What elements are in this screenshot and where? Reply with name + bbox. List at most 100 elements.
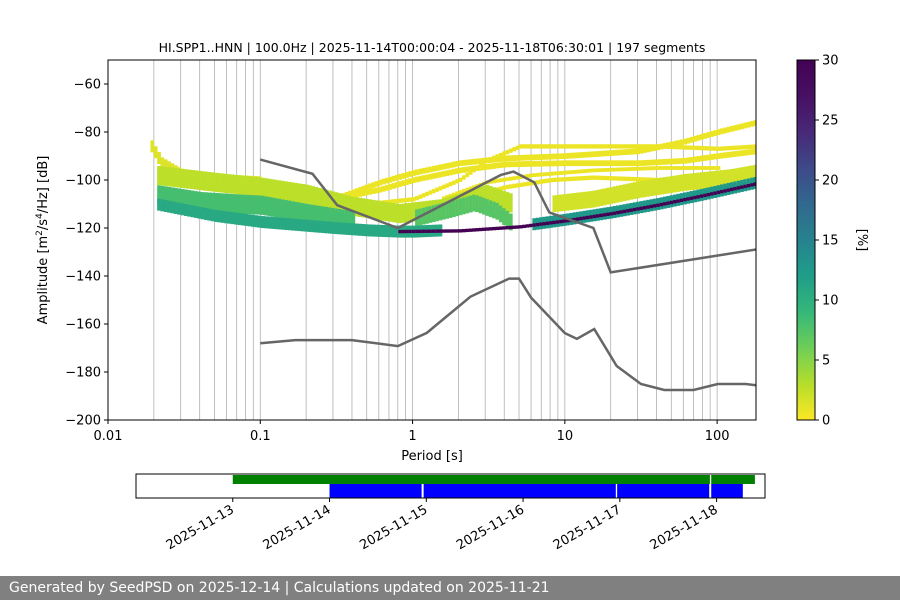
density-cell xyxy=(616,149,620,156)
density-cell xyxy=(328,207,332,227)
density-cell xyxy=(378,200,383,221)
density-cell xyxy=(552,160,557,167)
density-cell xyxy=(589,168,594,173)
density-cell xyxy=(240,213,245,226)
density-cell xyxy=(210,192,215,212)
density-cell xyxy=(599,189,604,206)
density-cell xyxy=(539,154,543,160)
density-cell xyxy=(438,186,443,191)
density-cell xyxy=(281,199,285,219)
density-cell xyxy=(331,221,336,234)
density-cell xyxy=(495,154,500,159)
density-cell xyxy=(559,144,563,149)
density-cell xyxy=(408,178,413,185)
density-cell xyxy=(539,144,543,149)
density-cell xyxy=(435,204,439,222)
density-cell xyxy=(348,195,352,215)
density-cell xyxy=(562,194,567,211)
density-cell xyxy=(291,201,295,221)
density-cell xyxy=(596,151,600,157)
density-cell xyxy=(730,145,734,151)
density-cell xyxy=(204,171,208,191)
density-cell xyxy=(559,177,563,182)
density-cell xyxy=(277,217,282,230)
density-cell xyxy=(398,173,403,180)
density-cell xyxy=(693,156,697,163)
density-cell xyxy=(629,144,634,149)
x-axis-ticks: 0.01 0.1 1 10 100 xyxy=(94,420,730,444)
density-cell xyxy=(565,160,570,167)
density-cell xyxy=(642,180,647,198)
density-cell xyxy=(636,177,640,182)
density-cell xyxy=(455,160,460,167)
density-cell xyxy=(173,201,178,214)
density-cell xyxy=(287,218,292,231)
density-cell xyxy=(485,227,490,231)
density-cell xyxy=(505,226,510,230)
density-cell xyxy=(237,194,242,214)
colorbar-tick-label: 0 xyxy=(822,414,830,429)
density-cell xyxy=(730,187,734,192)
density-cell xyxy=(163,186,168,206)
density-cell xyxy=(713,130,718,136)
colorbar-tick-label: 5 xyxy=(822,354,830,369)
density-cell xyxy=(616,210,620,215)
density-cell xyxy=(508,161,513,168)
density-cell xyxy=(542,172,547,177)
density-cell xyxy=(589,151,594,158)
density-cell xyxy=(532,160,537,167)
density-cell xyxy=(391,225,396,238)
density-cell xyxy=(532,154,537,161)
density-cell xyxy=(622,149,627,156)
density-cell xyxy=(411,202,416,222)
density-cell xyxy=(529,173,533,178)
density-cell xyxy=(468,166,473,172)
density-cell xyxy=(408,229,413,234)
density-cell xyxy=(575,217,580,221)
density-cell xyxy=(740,145,744,150)
density-cell xyxy=(529,181,533,186)
density-cell xyxy=(468,186,473,191)
density-cell xyxy=(539,222,543,226)
density-cell xyxy=(351,196,356,216)
density-cell xyxy=(254,195,259,215)
timeline-tick-label: 2025-11-14 xyxy=(261,502,334,553)
density-cell xyxy=(629,208,634,212)
density-cell xyxy=(599,168,604,173)
density-cell xyxy=(458,198,463,216)
density-cell xyxy=(197,191,202,211)
density-cell xyxy=(663,158,667,165)
density-cell xyxy=(726,188,731,192)
density-cell xyxy=(415,195,419,201)
density-cell xyxy=(488,200,493,218)
density-cell xyxy=(562,177,567,182)
density-cell xyxy=(639,177,644,182)
density-cell xyxy=(639,160,644,166)
density-cell xyxy=(398,198,403,203)
density-cell xyxy=(619,167,624,172)
density-cell xyxy=(709,131,714,137)
density-cell xyxy=(177,168,181,188)
density-cell xyxy=(679,139,684,146)
density-cell xyxy=(485,184,490,205)
density-cell xyxy=(673,200,677,204)
density-cell xyxy=(388,225,393,238)
density-cell xyxy=(713,191,718,195)
density-cell xyxy=(371,182,376,188)
density-cell xyxy=(569,152,573,159)
density-cell xyxy=(686,145,691,150)
density-cell xyxy=(703,166,707,170)
density-cell xyxy=(689,136,694,143)
density-cell xyxy=(485,163,490,170)
density-cell xyxy=(391,199,396,204)
density-cell xyxy=(629,182,634,200)
density-cell xyxy=(532,223,537,227)
density-cell xyxy=(445,195,450,199)
density-cell xyxy=(746,149,751,156)
density-cell xyxy=(415,169,419,176)
density-cell xyxy=(609,144,614,149)
density-cell xyxy=(679,145,684,150)
density-cell xyxy=(730,169,734,186)
density-cell xyxy=(606,175,610,181)
timeline-tick-label: 2025-11-16 xyxy=(454,502,527,553)
